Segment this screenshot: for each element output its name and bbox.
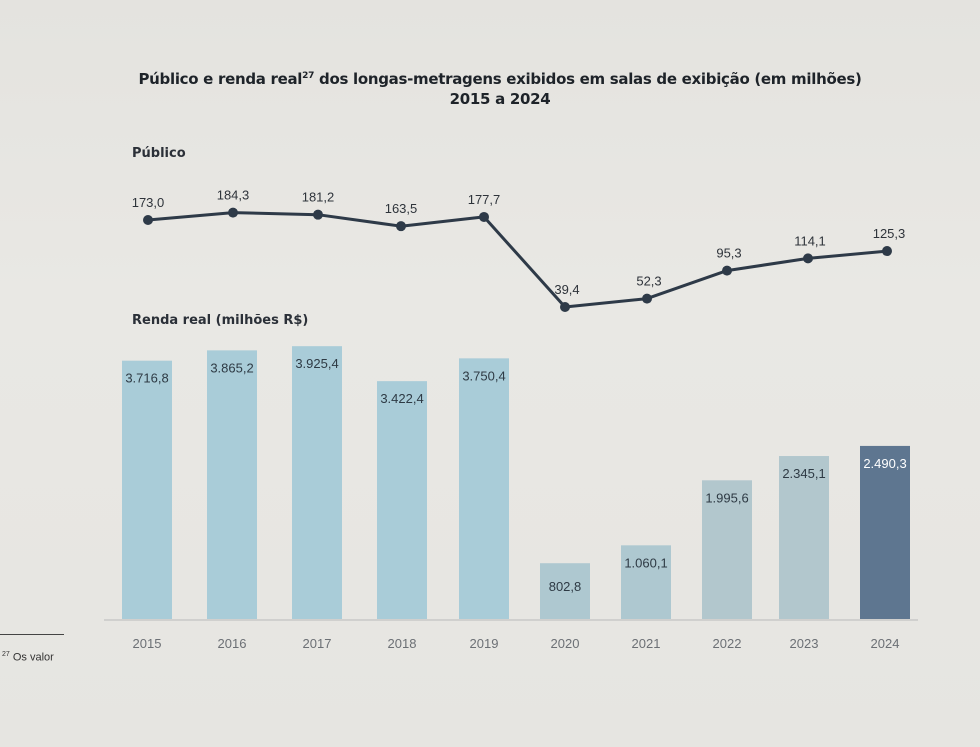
publico-point [143, 215, 153, 225]
footnote-number: 27 [2, 651, 10, 658]
renda-value-label: 3.750,4 [462, 368, 505, 383]
footnote-divider [0, 634, 64, 635]
year-label: 2016 [218, 636, 247, 651]
year-label: 2020 [551, 636, 580, 651]
publico-point [479, 211, 489, 222]
renda-value-label: 1.995,6 [705, 490, 748, 505]
publico-value-label: 125,3 [873, 226, 906, 241]
renda-value-label: 2.345,1 [782, 466, 825, 481]
year-label: 2021 [632, 636, 661, 651]
title-text: Público e renda real [138, 70, 303, 88]
title-line-2: 2015 a 2024 [449, 90, 551, 108]
publico-value-label: 114,1 [794, 233, 826, 248]
renda-bar-2022 [702, 480, 752, 619]
footnote: 27 Os valor [2, 651, 54, 664]
publico-point [313, 209, 323, 220]
publico-point [642, 293, 652, 304]
publico-point [560, 302, 570, 312]
publico-value-label: 173,0 [132, 195, 165, 210]
renda-value-label: 3.865,2 [210, 360, 253, 375]
publico-point [722, 265, 732, 276]
year-label: 2022 [713, 636, 742, 651]
title-line-1: Público e renda real27 dos longas-metrag… [0, 66, 980, 89]
publico-value-label: 39,4 [554, 282, 579, 297]
year-label: 2019 [470, 636, 499, 651]
publico-line [147, 211, 888, 309]
renda-value-label: 1.060,1 [624, 555, 667, 570]
renda-bar-2015 [122, 360, 172, 619]
publico-value-label: 95,3 [716, 246, 741, 261]
renda-bar-2023 [779, 456, 829, 619]
year-label: 2023 [790, 636, 819, 651]
renda-bar-2021 [621, 545, 671, 619]
year-label: 2018 [388, 636, 417, 651]
publico-value-label: 177,7 [468, 192, 501, 207]
renda-value-label: 3.422,4 [380, 391, 423, 406]
publico-point [396, 221, 406, 232]
publico-value-label: 52,3 [636, 274, 661, 289]
renda-bar-2018 [377, 381, 427, 619]
renda-value-label: 802,8 [549, 579, 582, 594]
footnote-ref: 27 [302, 71, 315, 81]
renda-bar-2016 [207, 350, 257, 619]
renda-value-label: 3.716,8 [125, 371, 168, 386]
publico-point [803, 253, 813, 264]
renda-value-label: 3.925,4 [295, 356, 338, 371]
publico-value-label: 184,3 [217, 188, 250, 203]
renda-bar-2017 [292, 346, 342, 619]
footnote-text: Os valor [12, 651, 54, 664]
title-text-rest: dos longas-metragens exibidos em salas d… [314, 70, 862, 88]
renda-value-label: 2.490,3 [863, 456, 906, 471]
year-label: 2015 [133, 636, 162, 651]
renda-label: Renda real (milhões R$) [132, 313, 309, 328]
publico-label: Público [132, 146, 186, 161]
renda-bar-2019 [459, 358, 509, 619]
publico-point [882, 246, 892, 257]
publico-value-label: 163,5 [385, 201, 418, 216]
renda-bar-2020 [540, 563, 590, 619]
publico-value-label: 181,2 [302, 190, 335, 205]
renda-bar-2024 [860, 445, 910, 619]
year-label: 2017 [303, 636, 332, 651]
chart-title: Público e renda real27 dos longas-metrag… [0, 66, 980, 109]
year-label: 2024 [871, 636, 900, 651]
publico-point [228, 207, 238, 218]
